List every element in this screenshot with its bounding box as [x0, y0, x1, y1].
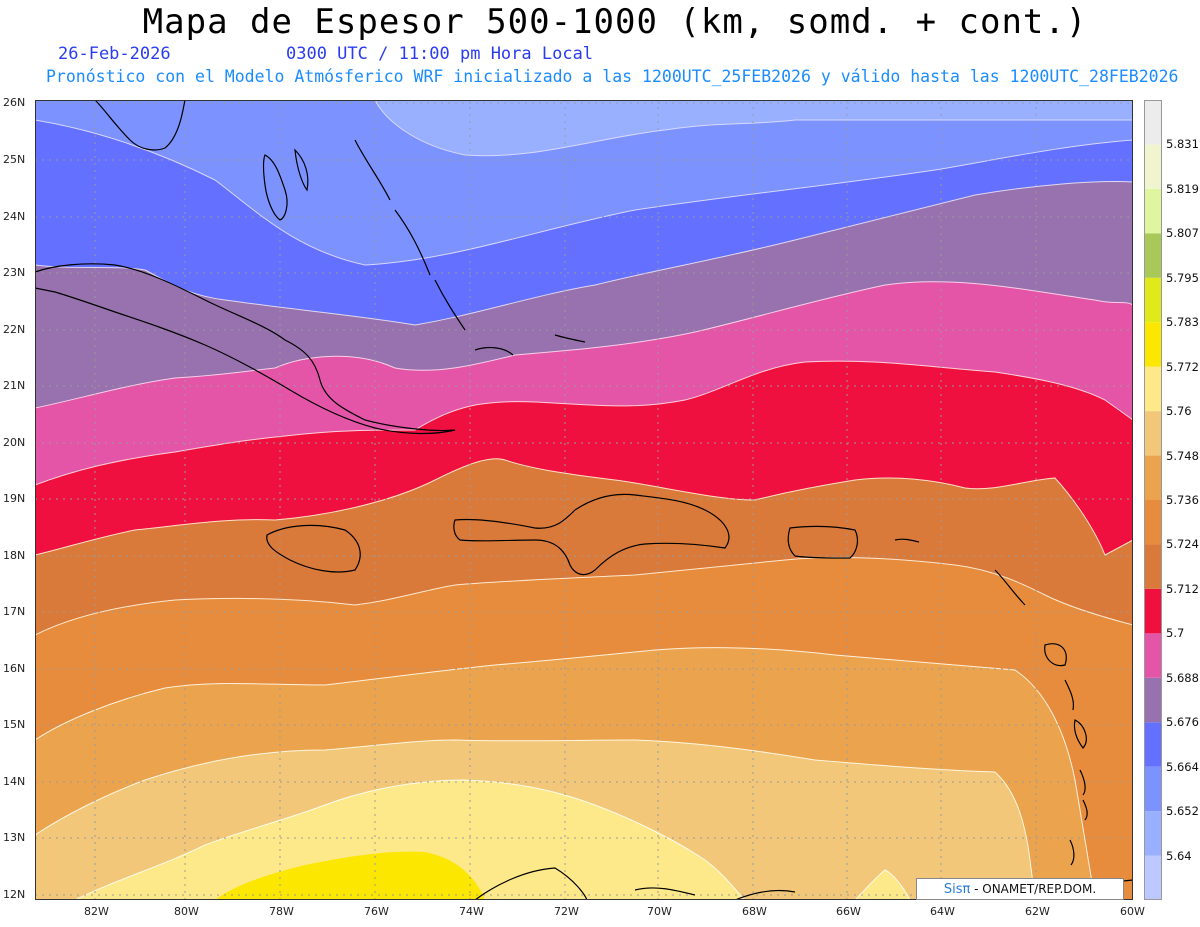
colorbar-swatch: [1144, 588, 1162, 634]
lon-label: 68W: [742, 905, 767, 918]
colorbar-swatch: [1144, 722, 1162, 767]
coast-florida: [94, 100, 186, 151]
lon-label: 64W: [930, 905, 955, 918]
lat-label: 13N: [3, 831, 26, 844]
credit-box: Sisπ - ONAMET/REP.DOM.: [916, 878, 1124, 900]
lat-label: 24N: [3, 210, 26, 223]
colorbar-label: 5.783: [1166, 315, 1199, 330]
coast-st-vincent: [1082, 799, 1088, 821]
coast-cuba: [35, 263, 456, 435]
colorbar-swatch: [1144, 411, 1162, 456]
colorbar-label: 5.831: [1166, 137, 1199, 152]
colorbar-label: 5.807: [1166, 226, 1199, 241]
colorbar-label: 5.795: [1166, 270, 1199, 285]
colorbar-swatch: [1144, 233, 1162, 278]
colorbar-swatch: [1144, 544, 1162, 589]
colorbar-swatch: [1144, 855, 1162, 900]
colorbar-swatch: [1144, 277, 1162, 323]
colorbar-swatch: [1144, 322, 1162, 367]
forecast-date: 26-Feb-2026: [58, 44, 171, 64]
model-subtitle: Pronóstico con el Modelo Atmósferico WRF…: [46, 67, 1179, 86]
lon-label: 80W: [174, 905, 199, 918]
coast-dominica: [1064, 679, 1075, 711]
forecast-time: 0300 UTC / 11:00 pm Hora Local: [286, 44, 594, 64]
coast-virgin: [894, 538, 920, 543]
colorbar-label: 5.676: [1166, 715, 1199, 730]
coast-abaco: [294, 148, 309, 192]
band-5772: [215, 851, 485, 900]
lat-label: 23N: [3, 266, 26, 279]
coast-leewards: [994, 569, 1026, 606]
coast-inagua: [474, 346, 514, 356]
colorbar-swatch: [1144, 766, 1162, 812]
lon-label: 82W: [84, 905, 109, 918]
coast-puerto-rico: [787, 525, 859, 559]
colorbar-label: 5.7: [1166, 626, 1185, 641]
lat-label: 17N: [3, 605, 26, 618]
colorbar-label: 5.748: [1166, 448, 1199, 463]
coast-jamaica: [266, 524, 361, 573]
colorbar-label: 5.664: [1166, 759, 1199, 774]
coast-st-lucia: [1079, 769, 1086, 796]
colorbar-swatch: [1144, 455, 1162, 500]
colorbar-label: 5.688: [1166, 670, 1199, 685]
lat-label: 19N: [3, 492, 26, 505]
colorbar-swatch: [1144, 677, 1162, 723]
colorbar-swatch: [1144, 366, 1162, 412]
colorbar-label: 5.724: [1166, 537, 1199, 552]
lat-label: 26N: [3, 96, 26, 109]
lat-label: 22N: [3, 323, 26, 336]
coast-guadeloupe: [1044, 643, 1067, 667]
colorbar-swatch: [1144, 500, 1162, 545]
lat-label: 21N: [3, 379, 26, 392]
credit-brand: Sisπ: [943, 882, 971, 897]
colorbar-swatch: [1144, 144, 1162, 189]
lat-label: 16N: [3, 662, 26, 675]
lon-label: 74W: [459, 905, 484, 918]
colorbar-label: 5.652: [1166, 804, 1199, 819]
colorbar-swatch: [1144, 811, 1162, 856]
colorbar-label: 5.76: [1166, 404, 1192, 419]
lon-label: 78W: [269, 905, 294, 918]
lon-label: 72W: [554, 905, 579, 918]
lat-label: 12N: [3, 888, 26, 901]
credit-text: - ONAMET/REP.DOM.: [970, 882, 1097, 896]
lat-label: 25N: [3, 153, 26, 166]
coast-hispaniola: [453, 493, 730, 576]
lat-label: 15N: [3, 718, 26, 731]
colorbar-label: 5.64: [1166, 848, 1192, 863]
lat-label: 18N: [3, 549, 26, 562]
band-5760: [74, 779, 911, 900]
graticule: [35, 100, 1133, 900]
lon-label: 76W: [364, 905, 389, 918]
lon-label: 66W: [836, 905, 861, 918]
colorbar-label: 5.819: [1166, 181, 1199, 196]
lon-label: 62W: [1025, 905, 1050, 918]
coast-venezuela: [474, 867, 1133, 900]
lon-label: 70W: [647, 905, 672, 918]
colorbar-swatch: [1144, 633, 1162, 678]
coast-eleuthera: [354, 139, 391, 201]
coast-turks: [554, 334, 586, 343]
colorbar-label: 5.712: [1166, 581, 1199, 596]
thickness-map: [35, 100, 1133, 900]
coastlines: [35, 100, 1133, 900]
colorbar-swatch: [1144, 100, 1162, 145]
colorbar-label: 5.772: [1166, 359, 1199, 374]
lon-label: 60W: [1120, 905, 1145, 918]
coast-long: [434, 279, 466, 331]
lat-label: 20N: [3, 436, 26, 449]
page-title: Mapa de Espesor 500-1000 (km, somd. + co…: [142, 2, 1088, 42]
coast-andros: [262, 154, 288, 221]
colorbar-label: 5.736: [1166, 493, 1199, 507]
coast-cat: [394, 209, 431, 276]
colorbar-swatch: [1144, 188, 1162, 234]
colorbar: [1144, 100, 1162, 900]
lat-label: 14N: [3, 775, 26, 788]
coast-grenada: [1069, 839, 1075, 866]
coast-martinique: [1073, 719, 1087, 749]
